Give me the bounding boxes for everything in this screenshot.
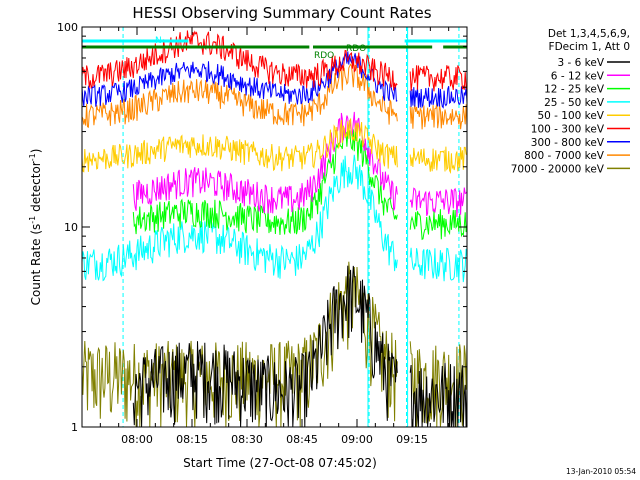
annotation-label: RDO [314, 51, 334, 61]
series-line [132, 265, 467, 427]
legend-header-line-1: Det 1,3,4,5,6,9, [548, 28, 630, 40]
y-axis-label: Count Rate (s-1 detector-1) [28, 149, 43, 306]
timestamp: 13-Jan-2010 05:54 [566, 467, 636, 476]
legend-entry-label: 50 - 100 keV [537, 110, 604, 122]
y-axis-ticks: 1 10 100 [57, 21, 467, 434]
x-tick-label: 09:15 [396, 433, 428, 446]
legend-entry-label: 300 - 800 keV [531, 137, 605, 149]
legend-entry-label: 7000 - 20000 keV [511, 163, 605, 175]
x-tick-label: 08:45 [286, 433, 318, 446]
y-tick-label: 100 [57, 21, 78, 34]
series-line [132, 111, 467, 218]
legend-entry-label: 800 - 7000 keV [524, 150, 605, 162]
legend-entry-label: 6 - 12 keV [551, 70, 605, 82]
annotations: N RDO RDO [155, 36, 366, 61]
legend-entry-label: 100 - 300 keV [531, 124, 605, 136]
legend-header-line-2: FDecim 1, Att 0 [549, 41, 630, 53]
legend-entry-label: 25 - 50 keV [544, 97, 605, 109]
chart-title: HESSI Observing Summary Count Rates [132, 4, 431, 22]
annotation-label: RDO [346, 44, 366, 54]
legend-entry-label: 12 - 25 keV [544, 84, 605, 96]
annotation-label: N [155, 36, 162, 46]
y-tick-label: 10 [64, 221, 78, 234]
series-line [132, 128, 467, 241]
x-axis-ticks: 08:00 08:15 08:30 08:45 09:00 09:15 [81, 27, 468, 446]
legend-entry-label: 3 - 6 keV [557, 57, 604, 69]
x-axis-label: Start Time (27-Oct-08 07:45:02) [183, 456, 377, 470]
series-line [82, 261, 467, 427]
x-tick-label: 09:00 [341, 433, 373, 446]
series-line [82, 63, 467, 130]
legend: Det 1,3,4,5,6,9, FDecim 1, Att 0 3 - 6 k… [511, 28, 630, 175]
series-line [82, 30, 467, 92]
series-line [82, 117, 467, 175]
x-tick-label: 08:15 [176, 433, 208, 446]
x-tick-label: 08:00 [121, 433, 153, 446]
x-tick-label: 08:30 [231, 433, 263, 446]
y-tick-label: 1 [71, 421, 78, 434]
series-line [82, 154, 467, 283]
plot-data [82, 27, 467, 427]
